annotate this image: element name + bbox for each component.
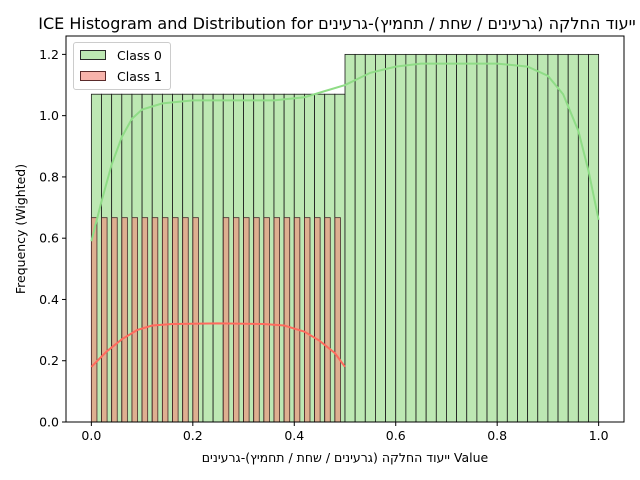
- class0-bar: [203, 94, 213, 422]
- class0-bar: [345, 54, 355, 422]
- class0-bar: [213, 94, 223, 422]
- x-tick-label: 0.8: [487, 428, 507, 443]
- class0-bar: [548, 54, 558, 422]
- class1-bar: [91, 218, 97, 422]
- y-tick-label: 1.2: [39, 47, 59, 62]
- class0-bar: [487, 54, 497, 422]
- class1-bar: [112, 218, 118, 422]
- legend-label-class0: Class 0: [117, 48, 162, 63]
- class1-bar: [284, 218, 290, 422]
- class1-bar: [183, 218, 189, 422]
- y-axis-label: Frequency (Wighted): [13, 164, 28, 294]
- class1-bar: [254, 218, 260, 422]
- legend-item-class0: Class 0: [80, 48, 162, 62]
- class0-bar: [528, 54, 538, 422]
- class1-bar: [122, 218, 128, 422]
- y-tick-label: 0.6: [39, 231, 59, 246]
- class1-bar: [233, 218, 239, 422]
- class0-bar: [558, 54, 568, 422]
- class1-bar: [173, 218, 179, 422]
- class0-bar: [416, 54, 426, 422]
- x-tick-label: 0.6: [386, 428, 406, 443]
- x-axis-label: ייעוד החלקה (גרעינים / שחת / תחמיץ)-גרעי…: [202, 450, 489, 465]
- class0-bar: [355, 54, 365, 422]
- legend: Class 0 Class 1: [73, 42, 171, 90]
- x-tick-label: 1.0: [589, 428, 609, 443]
- class0-bar: [467, 54, 477, 422]
- x-tick-label: 0.4: [284, 428, 304, 443]
- class0-bar: [375, 54, 385, 422]
- class1-bar: [132, 218, 138, 422]
- class0-bar: [386, 54, 396, 422]
- x-tick-label: 0.2: [183, 428, 203, 443]
- class0-bar: [396, 54, 406, 422]
- class0-bar: [365, 54, 375, 422]
- class0-bar: [457, 54, 467, 422]
- class0-bar: [507, 54, 517, 422]
- class1-bar: [244, 218, 250, 422]
- class1-bar: [152, 218, 158, 422]
- class1-bar: [335, 218, 341, 422]
- class0-bar: [477, 54, 487, 422]
- class0-bar: [446, 54, 456, 422]
- y-tick-label: 1.0: [39, 108, 59, 123]
- class0-bar: [406, 54, 416, 422]
- class1-bar: [102, 218, 108, 422]
- legend-label-class1: Class 1: [117, 69, 162, 84]
- class1-bar: [223, 218, 229, 422]
- y-tick-label: 0.8: [39, 169, 59, 184]
- y-tick-label: 0.4: [39, 292, 59, 307]
- class1-bar: [274, 218, 280, 422]
- legend-swatch-class0: [80, 50, 106, 60]
- y-tick-label: 0.2: [39, 353, 59, 368]
- class1-bar: [162, 218, 168, 422]
- legend-item-class1: Class 1: [80, 69, 162, 83]
- class0-bar: [578, 54, 588, 422]
- x-tick-label: 0.0: [81, 428, 101, 443]
- class0-bar: [497, 54, 507, 422]
- class1-bar: [304, 218, 310, 422]
- class1-bar: [325, 218, 331, 422]
- class0-bar: [426, 54, 436, 422]
- class1-bar: [193, 218, 199, 422]
- class1-bar: [264, 218, 270, 422]
- class0-bar: [538, 54, 548, 422]
- class1-bar: [294, 218, 300, 422]
- class1-bar: [315, 218, 321, 422]
- legend-swatch-class1: [80, 71, 106, 81]
- chart-title: ICE Histogram and Distribution for ייעוד…: [38, 14, 636, 33]
- y-tick-label: 0.0: [39, 415, 59, 430]
- class0-bar: [588, 54, 598, 422]
- class0-bar: [436, 54, 446, 422]
- class1-bar: [142, 218, 148, 422]
- class0-bar: [517, 54, 527, 422]
